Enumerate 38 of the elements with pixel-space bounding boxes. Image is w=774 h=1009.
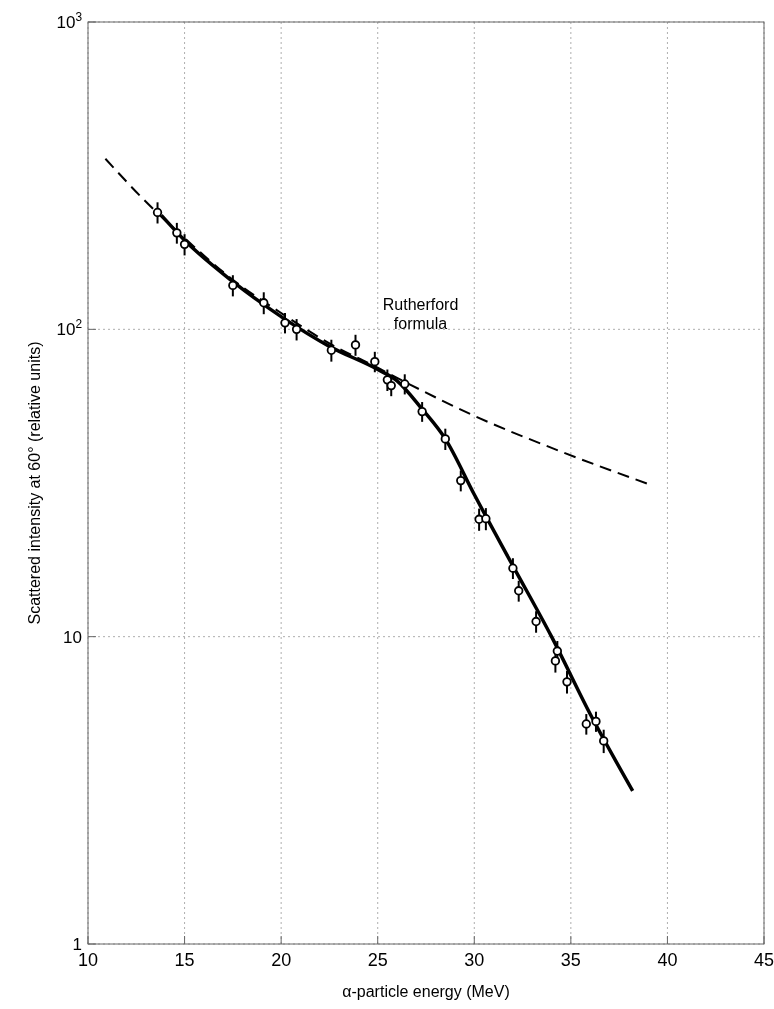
point xyxy=(508,563,518,573)
point xyxy=(259,298,269,308)
point xyxy=(291,324,302,335)
point xyxy=(152,207,163,218)
point xyxy=(531,616,541,627)
point xyxy=(370,356,380,367)
point xyxy=(581,719,591,729)
point xyxy=(456,475,466,486)
y-tick-label: 10$^{2}$ xyxy=(56,317,83,340)
point xyxy=(440,434,450,444)
point xyxy=(514,586,524,596)
x-tick-label: 35 xyxy=(560,950,581,970)
y-tick-label: 10 xyxy=(63,627,82,647)
point xyxy=(552,646,563,656)
x-tick-label: 15 xyxy=(174,950,195,970)
point xyxy=(481,514,491,524)
point xyxy=(417,406,427,417)
point xyxy=(562,677,572,687)
x-tick-label: 40 xyxy=(657,950,678,970)
x-tick-label: 45 xyxy=(753,950,774,970)
x-axis-title: α-particle energy (MeV) xyxy=(342,983,510,1000)
x-tick-label: 30 xyxy=(464,950,485,970)
point xyxy=(386,380,396,391)
point xyxy=(550,656,561,666)
point xyxy=(350,340,361,350)
point xyxy=(228,280,238,291)
y-tick-label: 10$^{3}$ xyxy=(56,10,83,32)
point xyxy=(172,228,182,238)
point xyxy=(280,318,290,328)
x-tick-label: 20 xyxy=(271,950,292,970)
point xyxy=(400,379,410,389)
x-tick-label: 25 xyxy=(367,950,388,970)
point xyxy=(326,345,337,355)
y-axis-title: Scattered intensity at 60° (relative units) xyxy=(26,341,43,625)
point xyxy=(179,239,190,250)
point xyxy=(599,736,609,746)
point xyxy=(591,716,601,727)
text: Rutherford formula xyxy=(382,295,459,332)
